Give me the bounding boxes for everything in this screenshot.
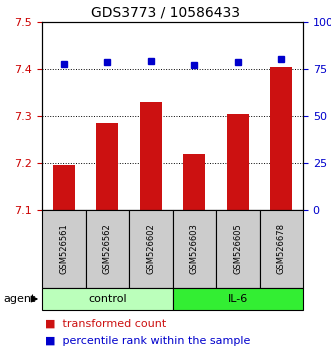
Bar	[183, 154, 205, 210]
Bar	[129, 210, 172, 288]
Bar	[216, 210, 260, 288]
Bar	[53, 165, 74, 210]
Bar	[85, 210, 129, 288]
Bar	[172, 210, 216, 288]
Bar	[42, 288, 172, 310]
Text: GSM526678: GSM526678	[277, 223, 286, 274]
Bar	[172, 288, 303, 310]
Text: IL-6: IL-6	[228, 294, 248, 304]
Bar	[140, 102, 162, 210]
Bar	[227, 114, 249, 210]
Text: GSM526605: GSM526605	[233, 224, 242, 274]
Bar	[96, 123, 118, 210]
Text: agent: agent	[3, 294, 36, 304]
Text: GSM526602: GSM526602	[146, 224, 155, 274]
Text: control: control	[88, 294, 126, 304]
Text: GSM526562: GSM526562	[103, 224, 112, 274]
Text: GSM526561: GSM526561	[59, 224, 68, 274]
Text: GDS3773 / 10586433: GDS3773 / 10586433	[91, 5, 240, 19]
Bar	[42, 210, 85, 288]
Text: ■  percentile rank within the sample: ■ percentile rank within the sample	[45, 336, 251, 346]
Text: ■  transformed count: ■ transformed count	[45, 318, 166, 328]
Bar	[270, 67, 292, 210]
Bar	[260, 210, 303, 288]
Text: GSM526603: GSM526603	[190, 224, 199, 274]
